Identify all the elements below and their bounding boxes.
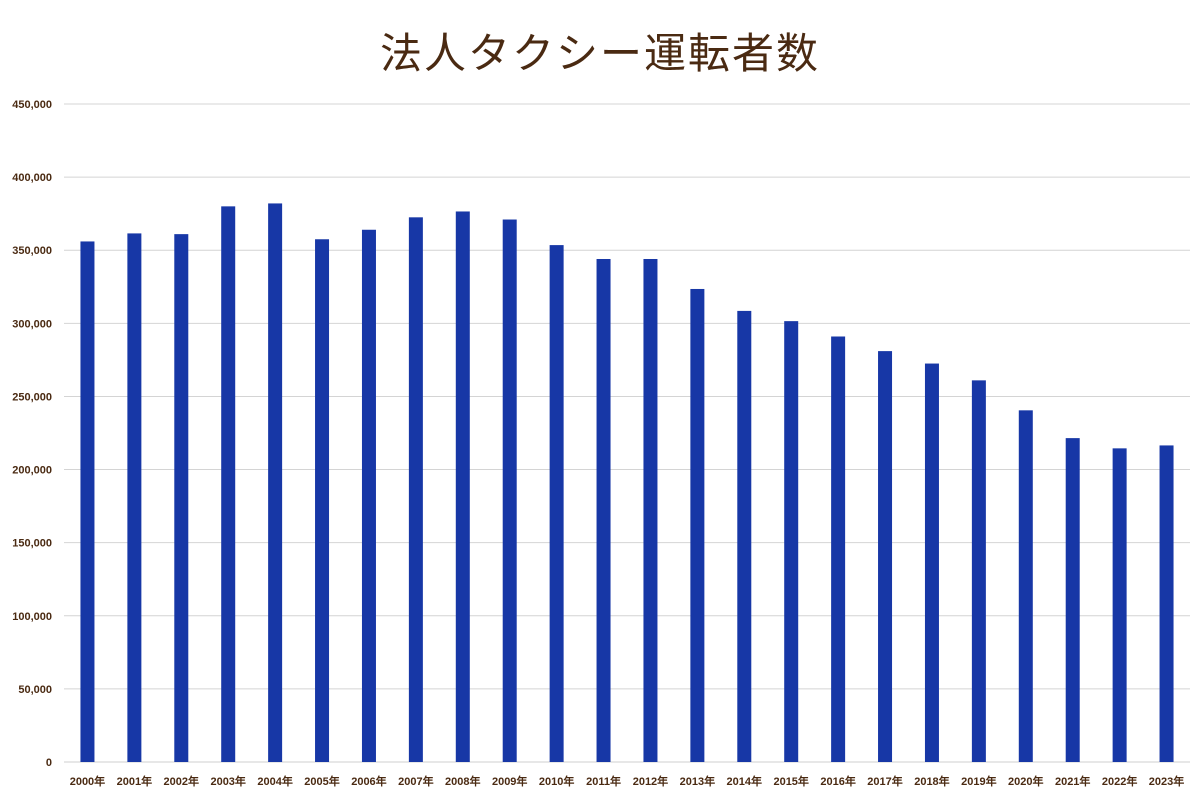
x-tick-label: 2018年 <box>914 774 949 788</box>
bar-2014年 <box>737 310 752 762</box>
x-axis-ticks: 2000年 2001年 2002年 2003年 2004年 2005年 2006年 2007年… <box>70 774 1185 788</box>
x-tick-label: 2009年 <box>492 774 527 788</box>
x-tick-label: 2001年 <box>117 774 152 788</box>
x-tick-label: 2015年 <box>773 774 808 788</box>
bar-2020年 <box>1018 410 1033 762</box>
y-tick-label: 200,000 <box>12 465 52 477</box>
x-tick-label: 2017年 <box>867 774 902 788</box>
bar-2022年 <box>1112 448 1127 762</box>
y-tick-label: 100,000 <box>12 611 52 623</box>
x-tick-label: 2013年 <box>680 774 715 788</box>
bar-2000年 <box>80 241 95 763</box>
bar-2017年 <box>878 351 893 762</box>
x-tick-label: 2020年 <box>1008 774 1043 788</box>
bar-2012年 <box>643 258 658 762</box>
bar-2004年 <box>268 203 283 763</box>
bar-2011年 <box>596 258 611 762</box>
bar-2016年 <box>831 336 846 762</box>
bar-2005年 <box>315 239 330 762</box>
bar-2013年 <box>690 288 705 762</box>
x-tick-label: 2003年 <box>210 774 245 788</box>
x-tick-label: 2016年 <box>820 774 855 788</box>
x-tick-label: 2012年 <box>633 774 668 788</box>
x-tick-label: 2019年 <box>961 774 996 788</box>
x-tick-label: 2006年 <box>351 774 386 788</box>
bar-2023年 <box>1159 445 1174 762</box>
bar-2007年 <box>408 217 423 763</box>
bar-2018年 <box>924 363 939 762</box>
x-tick-label: 2022年 <box>1102 774 1137 788</box>
bar-2002年 <box>174 234 189 763</box>
y-axis-ticks: 0 50,000 100,000 150,000 200,000 250,000 300,0… <box>12 99 52 769</box>
bar-2003年 <box>221 206 236 762</box>
bar-2009年 <box>502 219 517 762</box>
bar-2021年 <box>1065 438 1080 762</box>
y-tick-label: 0 <box>46 757 52 769</box>
bars <box>80 203 1174 763</box>
x-tick-label: 2014年 <box>727 774 762 788</box>
x-tick-label: 2005年 <box>304 774 339 788</box>
y-tick-label: 250,000 <box>12 391 52 403</box>
x-tick-label: 2000年 <box>70 774 105 788</box>
y-tick-label: 50,000 <box>18 684 52 696</box>
bar-2015年 <box>784 321 799 762</box>
chart-title: 法人タクシー運転者数 <box>379 29 820 78</box>
y-tick-label: 400,000 <box>12 172 52 184</box>
y-tick-label: 350,000 <box>12 245 52 257</box>
x-tick-label: 2021年 <box>1055 774 1090 788</box>
x-tick-label: 2002年 <box>164 774 199 788</box>
bar-2001年 <box>127 233 142 762</box>
x-tick-label: 2004年 <box>257 774 292 788</box>
x-tick-label: 2008年 <box>445 774 480 788</box>
bar-2010年 <box>549 245 564 763</box>
bar-2019年 <box>971 380 986 762</box>
gridlines <box>64 103 1190 763</box>
y-tick-label: 300,000 <box>12 318 52 330</box>
x-tick-label: 2010年 <box>539 774 574 788</box>
y-tick-label: 450,000 <box>12 99 52 111</box>
x-tick-label: 2011年 <box>586 774 621 788</box>
bar-2008年 <box>455 211 470 762</box>
x-tick-label: 2023年 <box>1149 774 1184 788</box>
bar-2006年 <box>361 229 376 763</box>
x-tick-label: 2007年 <box>398 774 433 788</box>
y-tick-label: 150,000 <box>12 538 52 550</box>
